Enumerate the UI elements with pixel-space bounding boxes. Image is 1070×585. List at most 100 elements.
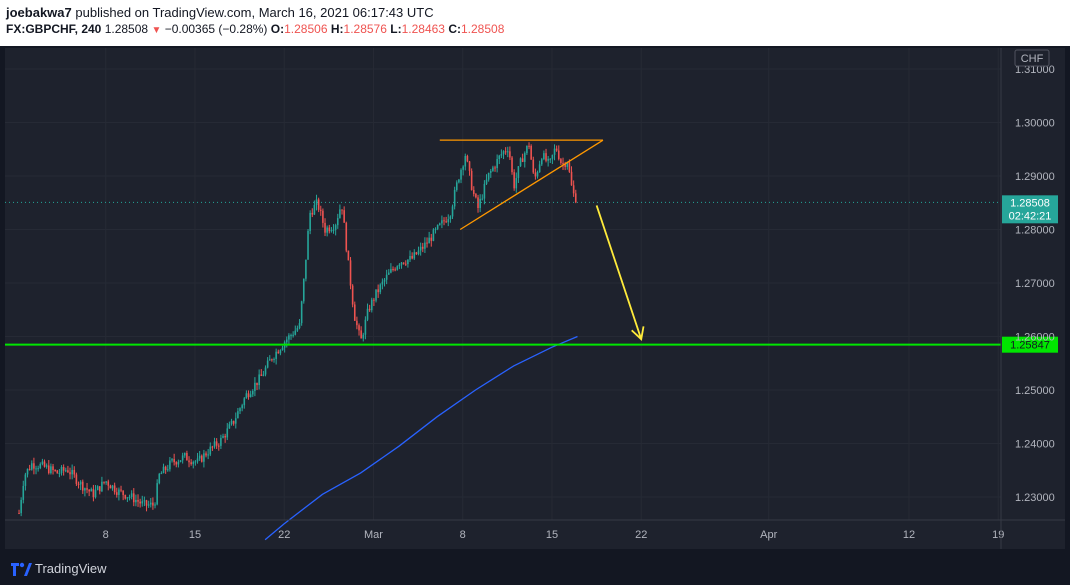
candle-body <box>504 151 507 153</box>
change-value: −0.00365 (−0.28%) <box>164 22 268 36</box>
candle-body <box>18 513 20 515</box>
candle-body <box>260 374 263 376</box>
x-tick-label: Mar <box>364 529 383 541</box>
triangle-bottom-line <box>459 139 604 231</box>
candle-body <box>528 145 530 147</box>
candle-body <box>398 264 401 267</box>
candle-body <box>317 199 320 210</box>
candle-body <box>241 405 243 409</box>
candle-body <box>536 172 539 177</box>
x-tick-label: 8 <box>460 529 466 541</box>
candle-body <box>98 486 101 492</box>
candle-body <box>190 462 192 465</box>
candle-body <box>496 159 498 169</box>
candle-body <box>489 170 492 173</box>
candle-body <box>566 162 569 167</box>
candle-body <box>564 164 566 167</box>
candle-body <box>545 153 547 161</box>
candle-body <box>298 323 301 329</box>
candle-body <box>411 256 413 259</box>
grid-lines <box>5 48 1001 520</box>
candle-body <box>173 459 175 463</box>
candle-body <box>300 301 303 324</box>
candle-body <box>56 470 59 474</box>
candle-body <box>264 367 267 375</box>
candle-body <box>324 222 326 233</box>
candle-body <box>360 330 362 339</box>
candle-body <box>443 220 445 222</box>
candle-body <box>203 453 205 462</box>
candle-body <box>549 158 552 160</box>
candle-body <box>356 320 358 326</box>
candle-body <box>254 382 256 391</box>
candle-body <box>73 469 76 475</box>
candle-body <box>211 446 214 448</box>
author-name[interactable]: joebakwa7 <box>6 5 72 20</box>
candle-body <box>315 199 318 205</box>
candle-body <box>430 237 433 241</box>
candle-body <box>224 436 226 438</box>
candle-body <box>86 488 88 490</box>
candle-body <box>128 496 131 498</box>
candle-body <box>96 486 99 491</box>
candle-body <box>557 150 560 160</box>
y-tick-label: 1.28000 <box>1015 225 1055 237</box>
candle-body <box>171 459 173 461</box>
candle-body <box>256 382 258 386</box>
candle-body <box>101 481 103 492</box>
candle-body <box>502 151 505 155</box>
candle-body <box>417 250 420 255</box>
candle-body <box>37 468 39 470</box>
candle-body <box>130 493 133 497</box>
y-tick-label: 1.29000 <box>1015 171 1055 183</box>
tradingview-brand[interactable]: TradingView <box>35 561 107 576</box>
candle-body <box>413 252 416 259</box>
candle-body <box>494 167 496 169</box>
candle-body <box>205 453 207 456</box>
last-price-tag <box>1002 195 1058 224</box>
candle-body <box>243 398 246 406</box>
candle-body <box>466 155 469 162</box>
candle-body <box>311 212 314 215</box>
candle-body <box>534 172 537 177</box>
candle-body <box>526 145 528 154</box>
currency-label: CHF <box>1021 53 1044 65</box>
y-tick-label: 1.25000 <box>1015 385 1055 397</box>
x-tick-label: 22 <box>635 529 647 541</box>
y-tick-label: 1.26000 <box>1015 332 1055 344</box>
candle-body <box>139 501 141 504</box>
candle-body <box>339 209 341 219</box>
candle-body <box>75 474 78 484</box>
candle-body <box>568 162 571 172</box>
candle-body <box>560 159 562 163</box>
candle-body <box>313 204 316 215</box>
y-tick-label: 1.31000 <box>1015 64 1055 76</box>
candle-body <box>451 206 454 217</box>
candle-body <box>217 445 220 447</box>
y-tick-label: 1.23000 <box>1015 492 1055 504</box>
candle-body <box>67 470 69 473</box>
tradingview-logo-icon <box>11 562 32 576</box>
candle-body <box>198 455 201 459</box>
candle-body <box>523 153 526 162</box>
candle-body <box>188 460 190 463</box>
candle-body <box>194 461 197 463</box>
low-value: 1.28463 <box>401 22 445 36</box>
candle-body <box>149 502 152 505</box>
candle-body <box>209 446 212 455</box>
projection-arrow-head <box>631 326 645 341</box>
candle-body <box>220 437 222 446</box>
candle-body <box>88 489 90 492</box>
candle-body <box>30 463 33 470</box>
candle-body <box>513 172 515 189</box>
candle-body <box>45 465 48 467</box>
footer-bar: TradingView <box>0 553 1070 585</box>
candle-body <box>532 159 535 173</box>
candle-body <box>169 460 171 470</box>
candle-body <box>438 223 441 225</box>
candle-body <box>141 501 144 504</box>
chart-pane[interactable] <box>5 48 1065 549</box>
candle-body <box>262 374 265 376</box>
candle-body <box>477 197 479 209</box>
